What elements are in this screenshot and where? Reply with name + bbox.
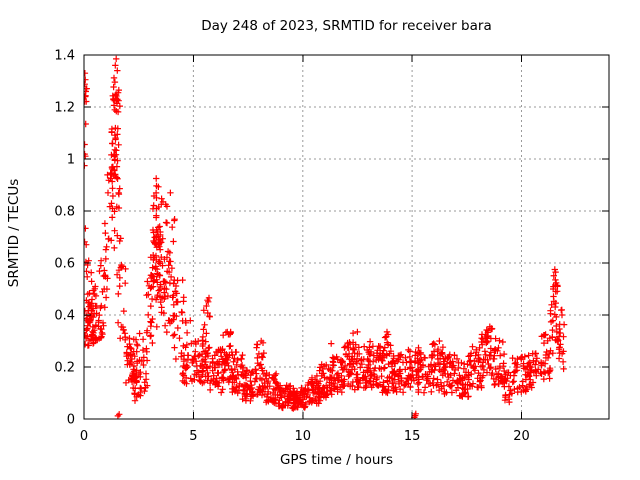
- x-tick-label: 20: [513, 429, 530, 444]
- y-tick-label: 0.4: [54, 309, 75, 324]
- x-tick-label: 0: [80, 429, 88, 444]
- y-tick-label: 0.6: [54, 257, 75, 272]
- y-tick-label: 0.8: [54, 205, 75, 220]
- x-axis-title: GPS time / hours: [279, 452, 394, 468]
- x-tick-label: 10: [295, 429, 312, 444]
- plot-frame: [83, 54, 610, 420]
- chart-title: Day 248 of 2023, SRMTID for receiver bar…: [201, 18, 492, 34]
- scatter-points: [83, 55, 568, 420]
- grid-lines: [84, 55, 609, 419]
- x-tick-label: 5: [189, 429, 197, 444]
- y-axis-title: SRMTID / TECUs: [6, 178, 22, 288]
- y-tick-label: 1.4: [54, 49, 75, 64]
- x-tick-label: 15: [404, 429, 421, 444]
- y-tick-label: 0: [67, 413, 75, 428]
- y-tick-label: 1.2: [54, 101, 75, 116]
- y-tick-label: 1: [67, 153, 75, 168]
- y-tick-label: 0.2: [54, 361, 75, 376]
